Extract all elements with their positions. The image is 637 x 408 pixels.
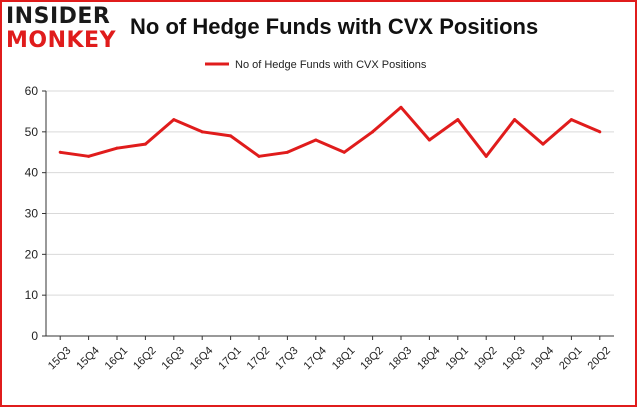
x-tick-label: 19Q1	[443, 345, 471, 373]
x-tick-label: 18Q4	[415, 345, 443, 373]
y-tick-label: 50	[25, 125, 39, 139]
data-point	[399, 105, 403, 109]
series-group	[58, 105, 602, 158]
x-tick-label: 17Q4	[301, 345, 329, 373]
y-tick-label: 60	[25, 84, 39, 98]
data-point	[456, 118, 460, 122]
x-tick-label: 19Q4	[529, 345, 557, 373]
legend-label: No of Hedge Funds with CVX Positions	[235, 59, 427, 71]
x-tick-label: 16Q4	[188, 345, 216, 373]
x-tick-label: 20Q2	[585, 345, 613, 373]
data-point	[427, 138, 431, 142]
data-point	[172, 118, 176, 122]
data-point	[200, 130, 204, 134]
data-point	[87, 154, 91, 158]
data-point	[143, 142, 147, 146]
data-point	[314, 138, 318, 142]
data-point	[541, 142, 545, 146]
x-tick-label: 18Q1	[330, 345, 358, 373]
x-axis-ticks: 15Q3 15Q4 16Q1 16Q2 16Q3 16Q4 17Q1 17Q2 17Q3 17Q4…	[46, 336, 613, 372]
data-point	[342, 150, 346, 154]
series-line	[59, 105, 601, 158]
x-tick-label: 16Q1	[103, 345, 131, 373]
x-tick-label: 16Q3	[159, 345, 187, 373]
x-tick-label: 15Q4	[74, 345, 102, 373]
data-point	[513, 118, 517, 122]
x-tick-label: 19Q3	[500, 345, 528, 373]
data-point	[569, 118, 573, 122]
y-tick-label: 0	[31, 329, 38, 343]
y-tick-label: 20	[25, 247, 39, 261]
data-point	[598, 130, 602, 134]
x-tick-label: 18Q3	[387, 345, 415, 373]
data-point	[229, 134, 233, 138]
x-tick-label: 20Q1	[557, 345, 585, 373]
gridlines	[46, 90, 614, 296]
data-point	[285, 150, 289, 154]
x-tick-label: 17Q1	[216, 345, 244, 373]
chart-title: No of Hedge Funds with CVX Positions	[130, 14, 539, 39]
data-point	[58, 150, 62, 154]
y-tick-label: 10	[25, 288, 39, 302]
x-tick-label: 16Q2	[131, 345, 159, 373]
x-tick-label: 19Q2	[472, 345, 500, 373]
x-tick-label: 17Q3	[273, 345, 301, 373]
x-tick-label: 18Q2	[358, 345, 386, 373]
x-tick-label: 17Q2	[245, 345, 273, 373]
data-point	[484, 154, 488, 158]
logo-line-insider: INSIDER	[6, 4, 111, 29]
data-point	[257, 154, 261, 158]
data-point	[115, 146, 119, 150]
data-point	[371, 130, 375, 134]
x-tick-label: 15Q3	[46, 345, 74, 373]
y-axis-ticks: 0 10 20 30 40 50 60	[25, 84, 46, 343]
logo-line-monkey: MONKEY	[6, 28, 117, 53]
insider-monkey-logo: INSIDER MONKEY	[6, 6, 116, 52]
legend: No of Hedge Funds with CVX Positions	[205, 59, 427, 71]
y-tick-label: 40	[25, 166, 39, 180]
y-tick-label: 30	[25, 207, 39, 221]
axes	[45, 91, 614, 337]
